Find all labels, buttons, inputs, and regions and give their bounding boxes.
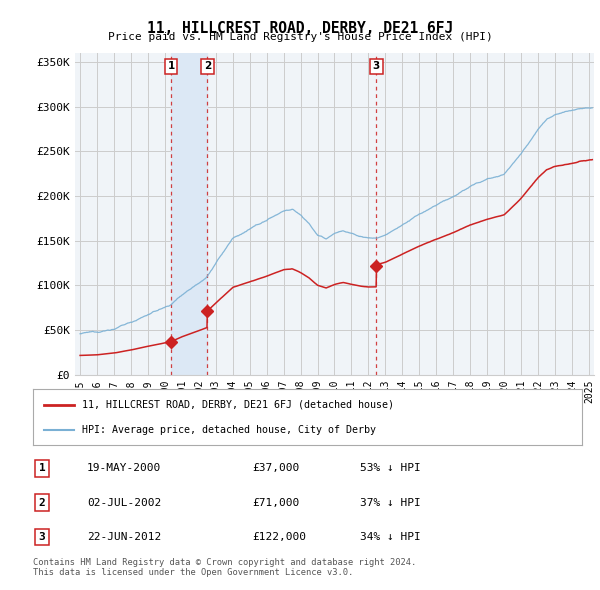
Text: 02-JUL-2002: 02-JUL-2002 xyxy=(87,498,161,507)
Text: £37,000: £37,000 xyxy=(252,464,299,473)
Text: 1: 1 xyxy=(38,464,46,473)
Text: £122,000: £122,000 xyxy=(252,532,306,542)
Text: 37% ↓ HPI: 37% ↓ HPI xyxy=(360,498,421,507)
Text: 3: 3 xyxy=(373,61,380,71)
Text: 2: 2 xyxy=(38,498,46,507)
Text: Price paid vs. HM Land Registry's House Price Index (HPI): Price paid vs. HM Land Registry's House … xyxy=(107,32,493,42)
Text: 19-MAY-2000: 19-MAY-2000 xyxy=(87,464,161,473)
Text: Contains HM Land Registry data © Crown copyright and database right 2024.
This d: Contains HM Land Registry data © Crown c… xyxy=(33,558,416,577)
Text: 22-JUN-2012: 22-JUN-2012 xyxy=(87,532,161,542)
Text: 53% ↓ HPI: 53% ↓ HPI xyxy=(360,464,421,473)
Text: 1: 1 xyxy=(167,61,175,71)
Text: £71,000: £71,000 xyxy=(252,498,299,507)
Text: 34% ↓ HPI: 34% ↓ HPI xyxy=(360,532,421,542)
Text: 2: 2 xyxy=(203,61,211,71)
Text: 11, HILLCREST ROAD, DERBY, DE21 6FJ: 11, HILLCREST ROAD, DERBY, DE21 6FJ xyxy=(147,21,453,35)
Text: HPI: Average price, detached house, City of Derby: HPI: Average price, detached house, City… xyxy=(82,425,376,435)
Text: 3: 3 xyxy=(38,532,46,542)
Text: 11, HILLCREST ROAD, DERBY, DE21 6FJ (detached house): 11, HILLCREST ROAD, DERBY, DE21 6FJ (det… xyxy=(82,399,394,409)
Bar xyxy=(171,53,207,375)
